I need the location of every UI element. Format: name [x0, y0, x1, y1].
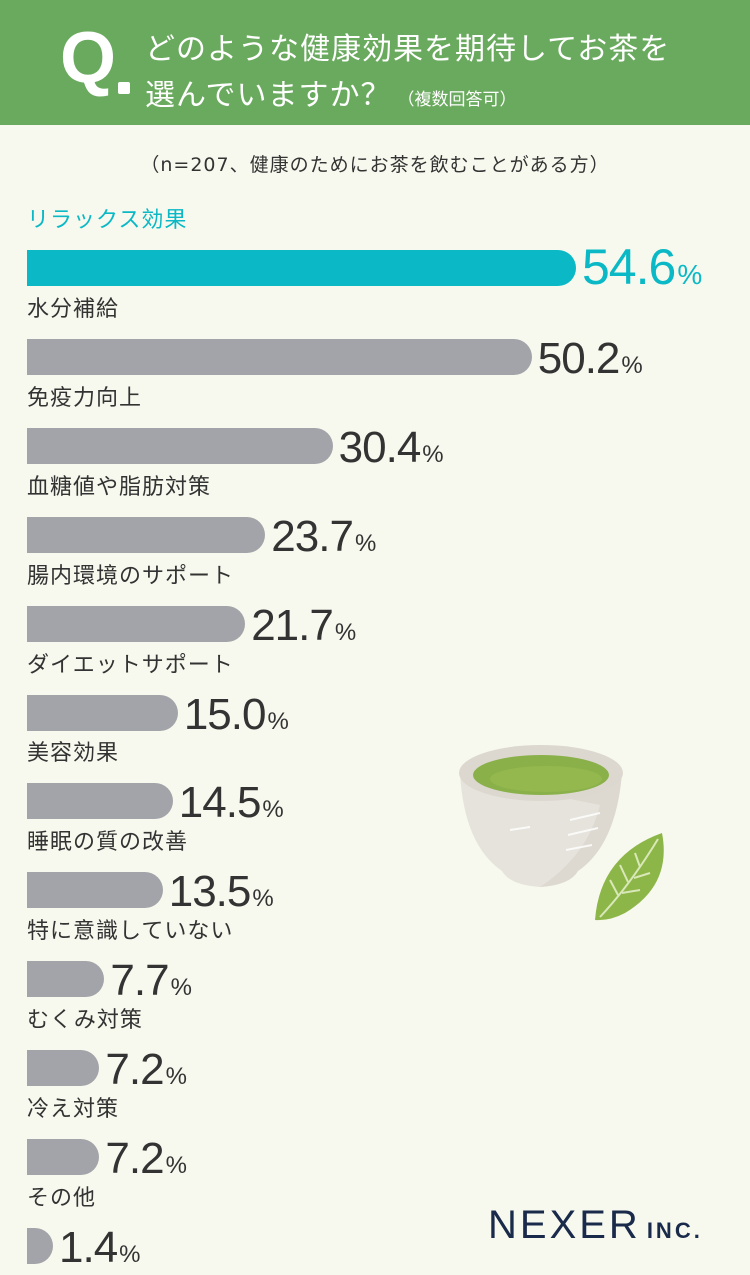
category-label: 睡眠の質の改善: [27, 830, 189, 856]
value-number: 15.0: [183, 689, 267, 739]
question-line2-text: 選んでいますか？: [145, 78, 392, 113]
tea-leaf-icon: [595, 833, 664, 921]
value-number: 1.4: [59, 1222, 118, 1272]
value-unit: %: [262, 796, 284, 824]
question-line1: どのような健康効果を期待してお茶を: [145, 32, 671, 67]
value-number: 54.6: [582, 239, 676, 295]
tea-leaf-veins: [599, 838, 659, 918]
category-label: 美容効果: [27, 741, 120, 767]
logo-sub: INC.: [646, 1218, 703, 1243]
value-unit: %: [422, 440, 444, 468]
bar: [27, 694, 178, 731]
bar: [27, 1050, 100, 1087]
value-number: 21.7: [251, 600, 334, 650]
value-unit: %: [165, 1152, 187, 1179]
question-line2: 選んでいますか？ （複数回答可）: [145, 70, 517, 114]
logo-main: NEXER: [488, 1203, 641, 1247]
bar: [27, 427, 333, 464]
category-label: リラックス効果: [27, 208, 188, 233]
question-note: （複数回答可）: [397, 90, 517, 110]
category-label: 水分補給: [27, 296, 120, 322]
cup-shade: [540, 773, 622, 887]
q-dot: [118, 82, 130, 94]
value-unit: %: [677, 259, 703, 290]
cup-pattern: [509, 812, 601, 851]
value-label: 21.7%: [251, 600, 357, 650]
bar: [27, 1227, 53, 1264]
value-label: 50.2%: [537, 333, 643, 383]
value-unit: %: [354, 529, 377, 557]
bar: [27, 338, 532, 375]
bar: [27, 1139, 100, 1175]
question-header: Q どのような健康効果を期待してお茶を 選んでいますか？ （複数回答可）: [0, 0, 750, 125]
sample-note: （n=207、健康のためにお茶を飲むことがある方）: [140, 154, 610, 176]
category-label: 腸内環境のサポート: [27, 563, 235, 589]
category-label: 血糖値や脂肪対策: [27, 474, 212, 500]
bar: [27, 250, 576, 286]
bar: [27, 783, 173, 820]
value-unit: %: [165, 1063, 187, 1091]
bar: [27, 872, 163, 909]
value-number: 7.7: [110, 956, 169, 1006]
value-label: 7.7%: [110, 959, 192, 1003]
value-label: 7.2%: [105, 1137, 187, 1181]
value-number: 7.2: [105, 1134, 164, 1183]
bar: [27, 961, 105, 998]
value-label: 1.4%: [59, 1222, 141, 1272]
value-number: 14.5: [178, 778, 262, 828]
value-label: 13.5%: [169, 870, 274, 914]
nexer-logo: NEXER INC.: [488, 1205, 703, 1245]
value-number: 7.2: [105, 1045, 164, 1095]
value-label: 23.7%: [271, 511, 377, 561]
value-label: 30.4%: [338, 422, 444, 472]
q-mark: Q: [60, 18, 117, 98]
value-number: 50.2: [537, 333, 621, 383]
value-number: 23.7: [271, 511, 354, 561]
value-unit: %: [252, 885, 274, 913]
tea-cup-illustration: [459, 745, 664, 921]
value-unit: %: [170, 974, 192, 1002]
value-unit: %: [334, 618, 357, 646]
value-label: 7.2%: [105, 1048, 187, 1092]
category-label: その他: [27, 1185, 97, 1211]
category-label: 冷え対策: [27, 1097, 120, 1122]
bar: [27, 605, 246, 642]
value-unit: %: [267, 707, 289, 735]
tea-highlight: [490, 766, 602, 792]
category-label: ダイエットサポート: [27, 652, 234, 678]
value-label: 15.0%: [183, 689, 289, 739]
category-label: むくみ対策: [27, 1008, 143, 1034]
bar: [27, 516, 266, 553]
value-label: 54.6%: [582, 242, 702, 292]
category-label: 免疫力向上: [27, 385, 143, 411]
value-label: 14.5%: [179, 781, 284, 825]
value-number: 13.5: [168, 867, 252, 917]
value-number: 30.4: [338, 422, 422, 472]
value-unit: %: [119, 1240, 141, 1268]
value-unit: %: [621, 351, 643, 379]
category-label: 特に意識していない: [27, 919, 234, 945]
